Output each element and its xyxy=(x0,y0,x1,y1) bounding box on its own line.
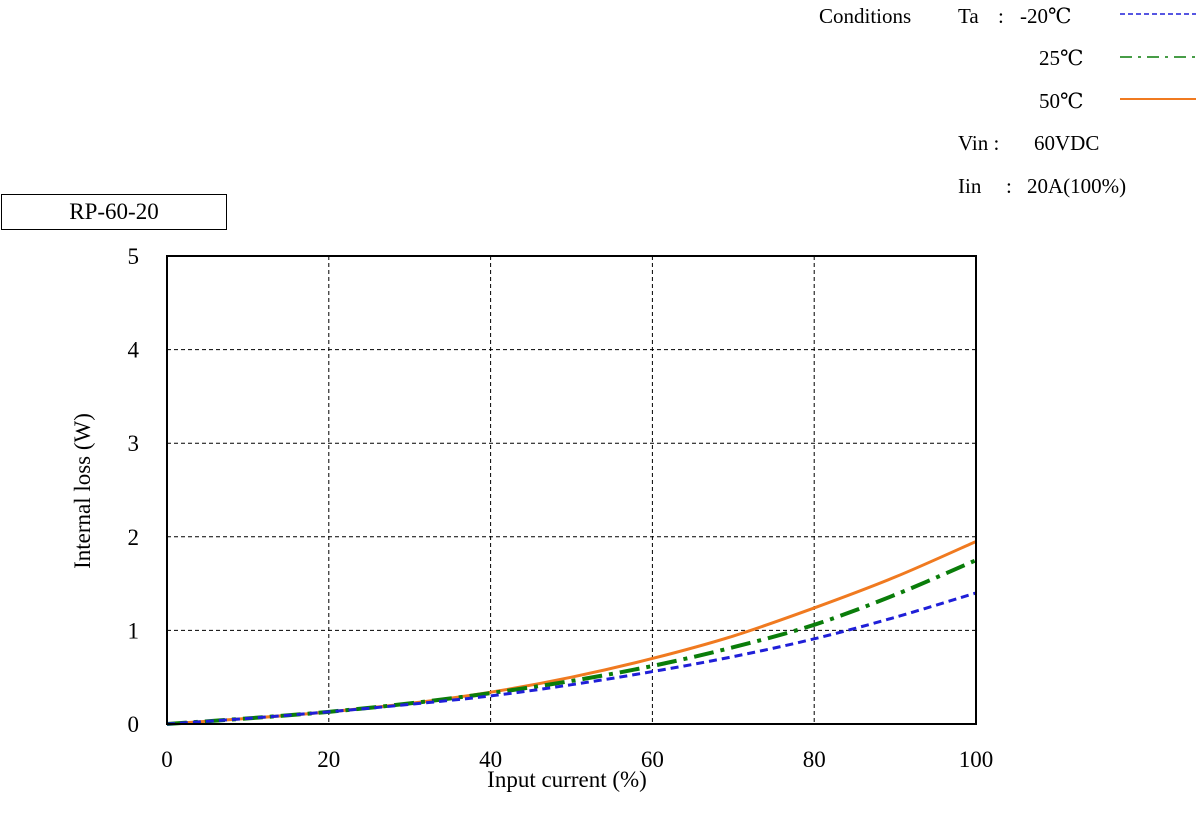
vin-value: 60VDC xyxy=(1034,131,1100,155)
x-tick-label: 40 xyxy=(479,747,502,772)
y-axis-title: Internal loss (W) xyxy=(70,413,95,569)
iin-value: 20A(100%) xyxy=(1027,174,1127,198)
iin-separator: : xyxy=(1006,174,1012,198)
ta-separator: : xyxy=(998,4,1004,28)
x-tick-label: 60 xyxy=(641,747,664,772)
x-tick-label: 80 xyxy=(803,747,826,772)
legend-label-minus20: -20℃ xyxy=(1020,4,1072,28)
ta-label: Ta xyxy=(958,4,979,28)
legend-label-50: 50℃ xyxy=(1039,89,1084,113)
iin-label: Iin xyxy=(958,174,982,198)
x-tick-label: 100 xyxy=(959,747,994,772)
x-tick-label: 0 xyxy=(161,747,173,772)
x-tick-label: 20 xyxy=(317,747,340,772)
y-tick-label: 2 xyxy=(128,525,140,550)
y-tick-label: 0 xyxy=(128,712,140,737)
vin-label: Vin : xyxy=(958,131,1000,155)
model-label: RP-60-20 xyxy=(1,194,227,230)
plot-area-frame xyxy=(166,255,977,725)
x-axis-title: Input current (%) xyxy=(487,767,647,792)
series-line-1 xyxy=(166,558,977,726)
conditions-heading: Conditions xyxy=(819,4,912,28)
y-tick-label: 5 xyxy=(128,244,140,269)
y-tick-label: 1 xyxy=(128,618,140,643)
series-line-0 xyxy=(166,591,977,726)
y-tick-label: 3 xyxy=(128,431,140,456)
legend-label-25: 25℃ xyxy=(1039,46,1084,70)
series-line-2 xyxy=(166,540,977,726)
y-tick-label: 4 xyxy=(128,338,140,363)
